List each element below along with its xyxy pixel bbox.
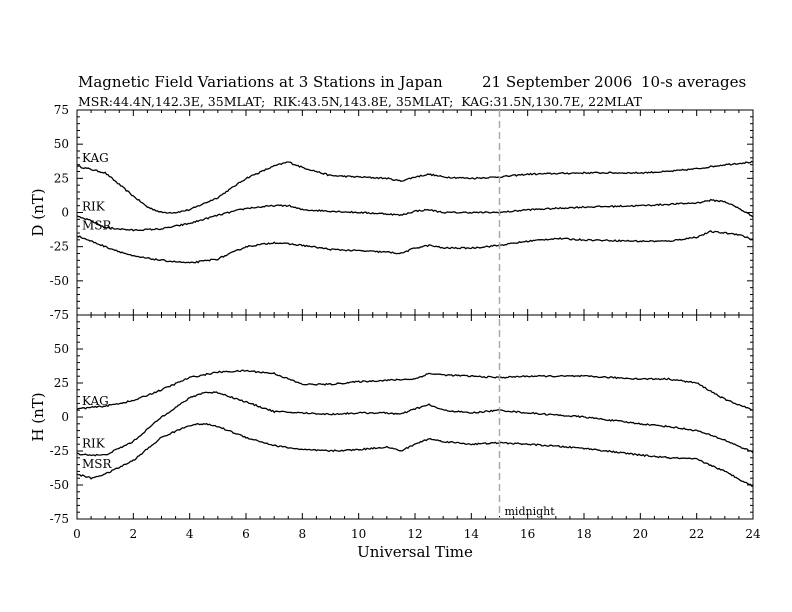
chart-title: Magnetic Field Variations at 3 Stations … <box>78 73 443 91</box>
y-tick-label: -50 <box>50 274 69 288</box>
y-tick-label: -75 <box>50 308 69 322</box>
y-tick-label: -75 <box>50 512 69 526</box>
x-tick-label: 0 <box>73 527 81 541</box>
series-line-msr <box>76 230 754 264</box>
x-tick-label: 4 <box>186 527 194 541</box>
x-axis-label: Universal Time <box>357 543 473 561</box>
series-label-kag: KAG <box>82 394 109 408</box>
x-tick-label: 16 <box>520 527 535 541</box>
y-tick-label: -50 <box>50 478 69 492</box>
chart-averaging: 10-s averages <box>641 73 747 91</box>
x-tick-label: 18 <box>576 527 591 541</box>
y-tick-label: 75 <box>54 103 69 117</box>
y-tick-label: 25 <box>54 171 69 185</box>
x-tick-label: 14 <box>464 527 480 541</box>
x-tick-label: 22 <box>689 527 704 541</box>
series-line-kag <box>76 160 754 214</box>
y-tick-label: -25 <box>50 240 69 254</box>
y-axis-label: H (nT) <box>29 392 47 441</box>
chart-date: 21 September 2006 <box>482 73 633 91</box>
y-axis-label: D (nT) <box>29 188 47 236</box>
y-tick-label: 0 <box>61 410 69 424</box>
midnight-label: midnight <box>505 505 556 518</box>
plot-frame-h <box>76 314 754 520</box>
series-line-rik <box>76 391 754 457</box>
station-coordinates: MSR:44.4N,142.3E, 35MLAT; RIK:43.5N,143.… <box>78 94 642 109</box>
x-tick-label: 10 <box>351 527 366 541</box>
series-label-rik: RIK <box>82 437 106 451</box>
series-line-rik <box>76 198 754 232</box>
series-line-msr <box>76 422 754 488</box>
series-label-msr: MSR <box>82 457 113 471</box>
x-tick-label: 12 <box>407 527 422 541</box>
y-tick-label: 50 <box>54 137 69 151</box>
series-label-rik: RIK <box>82 200 106 214</box>
x-tick-label: 24 <box>745 527 761 541</box>
x-tick-label: 2 <box>130 527 138 541</box>
series-line-kag <box>76 369 754 411</box>
x-tick-label: 6 <box>242 527 250 541</box>
series-label-msr: MSR <box>82 219 113 233</box>
y-tick-label: -25 <box>50 444 69 458</box>
y-tick-label: 0 <box>61 206 69 220</box>
y-tick-label: 50 <box>54 342 69 356</box>
series-label-kag: KAG <box>82 151 109 165</box>
x-tick-label: 20 <box>633 527 648 541</box>
x-tick-label: 8 <box>299 527 307 541</box>
y-tick-label: 25 <box>54 376 69 390</box>
